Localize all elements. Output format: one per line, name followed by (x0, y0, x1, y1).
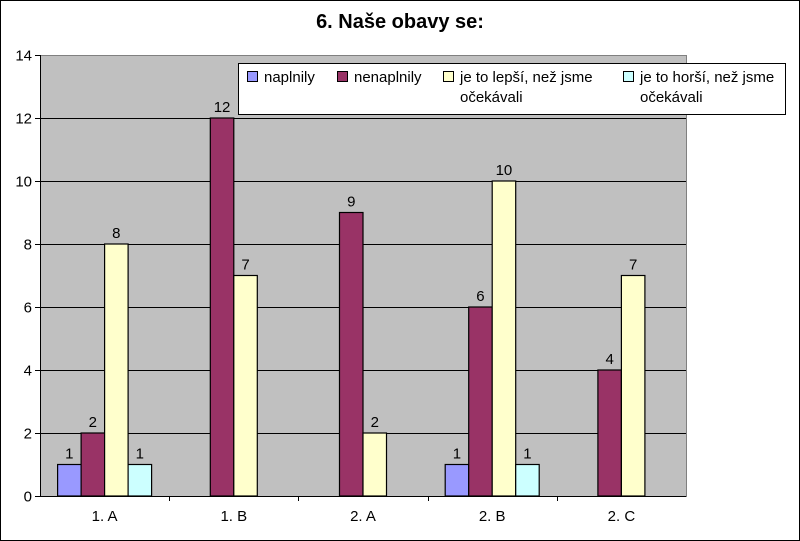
legend-label: naplnily (264, 69, 315, 86)
bar (338, 211, 364, 497)
data-label: 7 (241, 257, 249, 274)
y-tick-label: 2 (24, 426, 32, 443)
y-tick-label: 0 (24, 489, 32, 506)
data-label: 1 (453, 446, 461, 463)
x-tick-label: 2. B (479, 508, 506, 525)
chart-legend: naplnily nenaplnily je to lepší, než jsm… (238, 63, 786, 115)
data-label: 9 (347, 194, 355, 211)
chart-title: 6. Naše obavy se: (316, 11, 484, 33)
bar (597, 369, 623, 497)
bar (103, 243, 129, 497)
bar (127, 463, 153, 497)
x-tick-label: 1. B (220, 508, 247, 525)
bar (620, 274, 646, 497)
bar (56, 463, 82, 497)
data-label: 8 (112, 225, 120, 242)
data-label: 1 (523, 446, 531, 463)
legend-label: je to horší, než jsme očekávali (640, 69, 775, 106)
legend-swatch-lepsi (443, 71, 454, 82)
data-label: 6 (476, 288, 484, 305)
x-tick-label: 2. A (350, 508, 376, 525)
bar (468, 306, 493, 497)
bar (515, 463, 540, 497)
x-tick-label: 2. C (608, 508, 636, 525)
y-tick-label: 10 (15, 174, 32, 191)
y-tick-label: 14 (15, 48, 32, 65)
legend-label: nenaplnily (354, 69, 422, 86)
legend-label: je to lepší, než jsme očekávali (460, 69, 593, 106)
x-tick-label: 1. A (92, 508, 118, 525)
y-tick-label: 12 (15, 111, 32, 128)
data-label: 2 (89, 414, 97, 431)
y-tick-label: 8 (24, 237, 32, 254)
bar (491, 180, 517, 497)
legend-swatch-horsi (623, 71, 634, 82)
data-label: 7 (629, 257, 637, 274)
y-tick-label: 4 (24, 363, 32, 380)
data-label: 10 (496, 162, 513, 179)
bar (362, 432, 388, 497)
bar (80, 432, 106, 497)
bar (233, 274, 258, 497)
data-label: 4 (605, 351, 613, 368)
legend-swatch-naplnily (247, 71, 258, 82)
data-label: 12 (214, 99, 231, 116)
data-label: 1 (136, 446, 144, 463)
bar (444, 463, 470, 497)
y-tick-label: 6 (24, 300, 32, 317)
legend-swatch-nenaplnily (337, 71, 348, 82)
bar (209, 117, 235, 497)
data-label: 1 (65, 446, 73, 463)
data-label: 2 (371, 414, 379, 431)
